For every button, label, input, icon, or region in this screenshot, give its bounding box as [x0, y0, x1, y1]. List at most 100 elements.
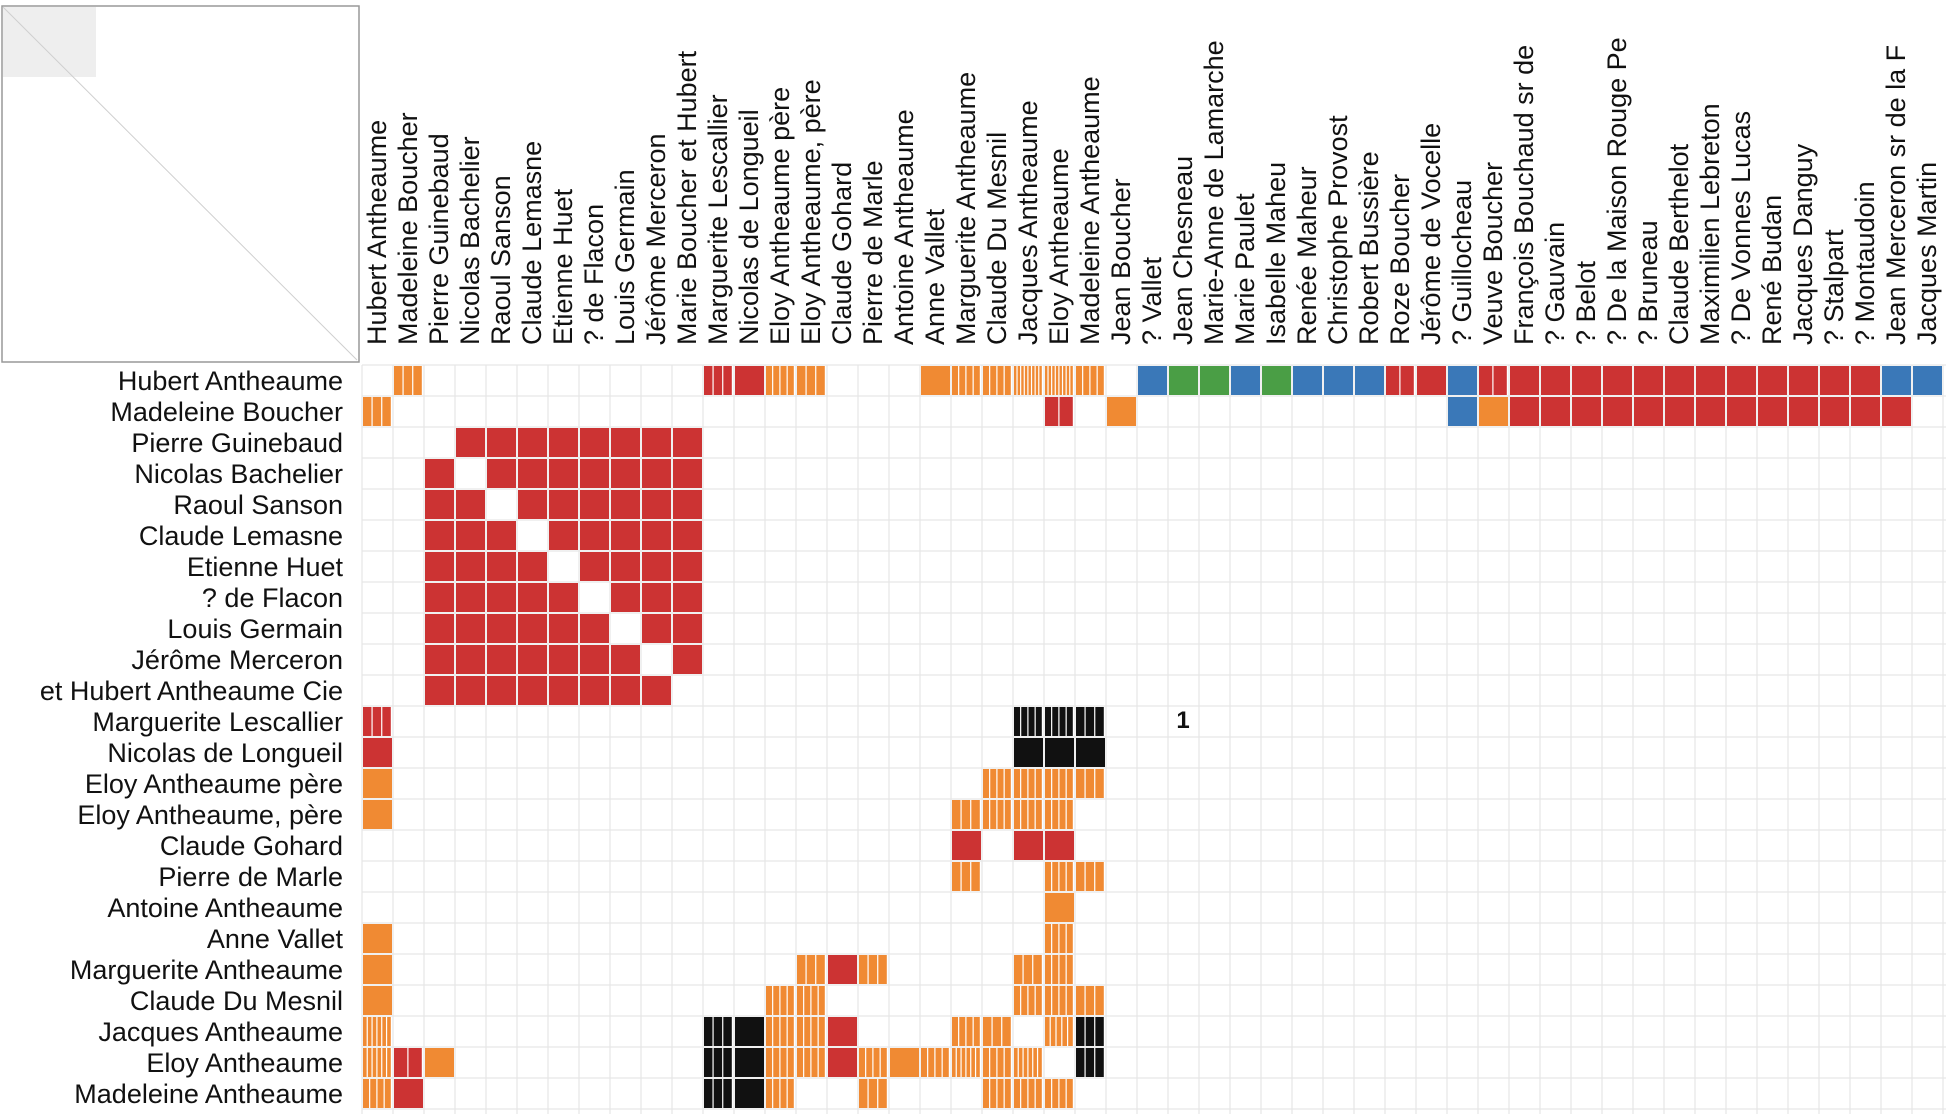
matrix-cell[interactable]: [549, 521, 578, 550]
row-label[interactable]: Etienne Huet: [187, 552, 344, 582]
matrix-cell[interactable]: [704, 1048, 732, 1077]
matrix-cell[interactable]: [580, 459, 609, 488]
matrix-cell[interactable]: [1603, 366, 1632, 395]
matrix-cell[interactable]: [704, 1017, 732, 1046]
matrix-cell[interactable]: [518, 583, 547, 612]
matrix-cell[interactable]: [1014, 955, 1042, 984]
matrix-cell[interactable]: [394, 366, 422, 395]
matrix-cell[interactable]: [1076, 366, 1104, 395]
column-label[interactable]: Madeleine Antheaume: [1075, 76, 1105, 345]
matrix-cell[interactable]: [549, 614, 578, 643]
column-label[interactable]: ? Gauvain: [1540, 222, 1570, 345]
matrix-cell[interactable]: [1665, 397, 1694, 426]
column-label[interactable]: Nicolas Bachelier: [455, 136, 485, 345]
matrix-cell[interactable]: [1448, 366, 1477, 395]
matrix-cell[interactable]: [797, 955, 825, 984]
matrix-cell[interactable]: [363, 707, 391, 736]
column-label[interactable]: Marguerite Lescallier: [703, 94, 733, 345]
matrix-cell[interactable]: [1014, 800, 1042, 829]
matrix-cell[interactable]: [1293, 366, 1322, 395]
matrix-cell[interactable]: [1014, 707, 1042, 736]
matrix-cell[interactable]: [1851, 366, 1880, 395]
column-label[interactable]: Robert Bussière: [1354, 151, 1384, 345]
matrix-cell[interactable]: [518, 614, 547, 643]
matrix-cell[interactable]: [487, 552, 516, 581]
column-label[interactable]: Claude Lemasne: [517, 141, 547, 345]
matrix-cell[interactable]: [456, 428, 485, 457]
matrix-cell[interactable]: [1045, 366, 1073, 395]
matrix-cell[interactable]: [425, 552, 454, 581]
matrix-cell[interactable]: [952, 862, 980, 891]
matrix-cell[interactable]: [766, 1079, 794, 1108]
matrix-cell[interactable]: [456, 521, 485, 550]
matrix-cell[interactable]: [1014, 986, 1042, 1015]
row-label[interactable]: et Hubert Antheaume Cie: [40, 676, 343, 706]
matrix-cell[interactable]: [549, 676, 578, 705]
matrix-cell[interactable]: [1603, 397, 1632, 426]
matrix-cell[interactable]: [859, 955, 887, 984]
row-label[interactable]: Madeleine Antheaume: [74, 1079, 343, 1109]
matrix-cell[interactable]: [704, 1079, 732, 1108]
column-label[interactable]: ? Bruneau: [1633, 220, 1663, 345]
matrix-cell[interactable]: [952, 366, 980, 395]
matrix-cell[interactable]: [580, 676, 609, 705]
matrix-cell[interactable]: [828, 1048, 857, 1077]
matrix-cell[interactable]: [1076, 769, 1104, 798]
matrix-cell[interactable]: [766, 1048, 794, 1077]
matrix-cell[interactable]: [1045, 1079, 1073, 1108]
matrix-cell[interactable]: [549, 428, 578, 457]
matrix-cell[interactable]: [673, 521, 702, 550]
matrix-cell[interactable]: [797, 1017, 825, 1046]
minimap-viewport[interactable]: [3, 7, 96, 77]
matrix-cell[interactable]: [487, 459, 516, 488]
matrix-cell[interactable]: [1138, 366, 1167, 395]
matrix-cell[interactable]: [1200, 366, 1229, 395]
matrix-cell[interactable]: [1789, 397, 1818, 426]
column-label[interactable]: Anne Vallet: [920, 208, 950, 345]
column-label[interactable]: Marguerite Antheaume: [951, 72, 981, 345]
row-label[interactable]: Jérôme Merceron: [131, 645, 343, 675]
row-label[interactable]: Nicolas Bachelier: [134, 459, 343, 489]
matrix-cell[interactable]: [425, 583, 454, 612]
column-label[interactable]: Jérôme Merceron: [641, 133, 671, 345]
matrix-cell[interactable]: [549, 459, 578, 488]
matrix-cell[interactable]: [673, 645, 702, 674]
column-label[interactable]: Jean Boucher: [1106, 178, 1136, 345]
matrix-cell[interactable]: [580, 552, 609, 581]
matrix-cell[interactable]: [363, 1079, 391, 1108]
matrix-cell[interactable]: [1076, 738, 1105, 767]
column-label[interactable]: Jérôme de Vocelle: [1416, 123, 1446, 345]
matrix-cell[interactable]: [1045, 955, 1073, 984]
column-label[interactable]: Claude Berthelot: [1664, 143, 1694, 345]
matrix-cell[interactable]: [735, 1079, 764, 1108]
column-label[interactable]: Pierre de Marle: [858, 160, 888, 345]
matrix-cell[interactable]: [1665, 366, 1694, 395]
column-label[interactable]: Pierre Guinebaud: [424, 133, 454, 345]
matrix-cell[interactable]: [611, 552, 640, 581]
matrix-cell[interactable]: [518, 428, 547, 457]
row-label[interactable]: Madeleine Boucher: [110, 397, 343, 427]
matrix-cell[interactable]: [1634, 366, 1663, 395]
matrix-cell[interactable]: [1169, 366, 1198, 395]
matrix-cell[interactable]: [363, 955, 392, 984]
column-label[interactable]: Christophe Provost: [1323, 115, 1353, 345]
matrix-cell[interactable]: [456, 676, 485, 705]
matrix-cell[interactable]: [673, 583, 702, 612]
row-label[interactable]: Antoine Antheaume: [107, 893, 343, 923]
matrix-cell[interactable]: [952, 831, 981, 860]
matrix-cell[interactable]: [735, 366, 764, 395]
matrix-cell[interactable]: [1479, 366, 1507, 395]
matrix-cell[interactable]: [1727, 366, 1756, 395]
matrix-cell[interactable]: [1448, 397, 1477, 426]
matrix-cell[interactable]: [673, 490, 702, 519]
matrix-cell[interactable]: [1014, 769, 1042, 798]
matrix-cell[interactable]: [425, 490, 454, 519]
matrix-cell[interactable]: [363, 1017, 391, 1046]
matrix-cell[interactable]: [766, 986, 794, 1015]
matrix-cell[interactable]: [1696, 366, 1725, 395]
column-label[interactable]: Etienne Huet: [548, 188, 578, 345]
matrix-cell[interactable]: [1820, 397, 1849, 426]
matrix-cell[interactable]: [890, 1048, 919, 1077]
matrix-cell[interactable]: [1014, 1079, 1042, 1108]
matrix-cell[interactable]: [1262, 366, 1291, 395]
